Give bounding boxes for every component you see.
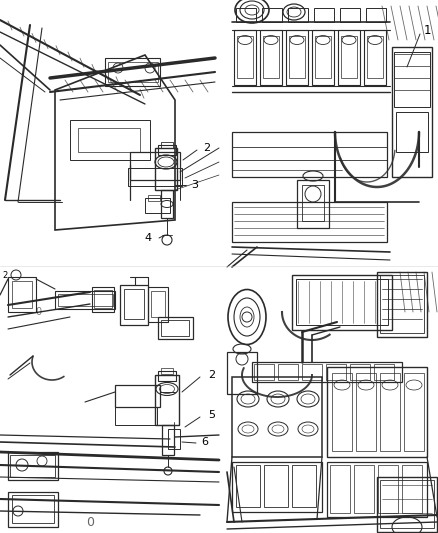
Bar — [392, 47, 432, 177]
Bar — [58, 294, 113, 306]
Bar — [161, 142, 173, 148]
Bar — [262, 8, 282, 22]
Bar — [404, 373, 424, 451]
Bar — [232, 462, 322, 512]
Bar — [315, 36, 331, 78]
Bar — [105, 58, 160, 86]
Bar — [340, 8, 360, 22]
Bar — [236, 8, 256, 22]
Bar — [232, 377, 322, 457]
Bar — [367, 36, 383, 78]
Bar — [297, 180, 329, 228]
Text: 2: 2 — [208, 370, 215, 380]
Bar — [378, 465, 398, 513]
Bar — [148, 287, 168, 322]
Bar — [8, 492, 58, 527]
Bar — [327, 367, 427, 457]
Bar — [161, 190, 173, 218]
Bar — [158, 371, 176, 381]
Bar — [356, 373, 376, 451]
Bar — [296, 279, 388, 325]
Bar — [145, 198, 170, 213]
Bar — [78, 128, 140, 152]
Bar — [312, 30, 334, 85]
Bar — [155, 375, 179, 425]
Bar — [151, 291, 165, 317]
Bar — [10, 455, 55, 477]
Bar — [302, 364, 322, 380]
Bar — [264, 465, 288, 507]
Bar — [161, 368, 173, 374]
Text: 0: 0 — [86, 515, 94, 529]
Bar — [115, 385, 160, 407]
Bar — [327, 462, 427, 517]
Bar — [380, 480, 434, 528]
Text: 2: 2 — [203, 143, 211, 153]
Bar — [288, 8, 308, 22]
Bar — [55, 291, 115, 309]
Bar — [130, 152, 180, 180]
Bar — [292, 465, 316, 507]
Bar — [70, 120, 150, 160]
Bar — [124, 289, 144, 319]
Bar — [380, 373, 400, 451]
Bar — [108, 62, 158, 82]
Bar — [12, 495, 54, 523]
Bar — [158, 317, 193, 339]
Bar — [120, 285, 148, 325]
Bar — [278, 364, 298, 380]
Text: 1: 1 — [424, 23, 431, 36]
Bar — [227, 352, 257, 394]
Bar — [366, 8, 386, 22]
Bar — [260, 30, 282, 85]
Bar — [292, 275, 392, 330]
Bar — [161, 320, 189, 336]
Bar — [302, 185, 324, 221]
Bar — [148, 195, 160, 201]
Bar — [402, 465, 422, 513]
Bar — [350, 364, 370, 380]
Bar — [155, 148, 177, 190]
Bar — [380, 275, 424, 333]
Text: 2: 2 — [2, 271, 7, 279]
Bar — [234, 30, 256, 85]
Bar — [162, 425, 174, 455]
Bar — [354, 465, 374, 513]
Bar — [364, 30, 386, 85]
Bar — [115, 407, 157, 425]
Text: 5: 5 — [208, 410, 215, 420]
Bar — [377, 477, 437, 532]
Bar — [254, 364, 274, 380]
Bar — [128, 168, 182, 186]
Bar — [237, 36, 253, 78]
Bar — [374, 364, 394, 380]
Bar — [338, 30, 360, 85]
Text: 3: 3 — [191, 180, 198, 190]
Text: 6: 6 — [201, 437, 208, 447]
Bar — [8, 277, 36, 312]
Bar — [289, 36, 305, 78]
Bar — [232, 202, 387, 242]
Bar — [263, 36, 279, 78]
Bar — [314, 8, 334, 22]
Bar — [377, 272, 427, 337]
Bar — [168, 429, 180, 449]
Bar — [286, 30, 308, 85]
Bar — [394, 52, 430, 107]
Bar — [232, 132, 387, 177]
Bar — [92, 287, 114, 312]
Bar — [236, 465, 260, 507]
Bar — [252, 362, 402, 382]
Bar — [8, 452, 58, 480]
Bar — [94, 290, 112, 308]
Bar — [332, 373, 352, 451]
Text: 4: 4 — [145, 233, 152, 243]
Bar — [158, 145, 176, 155]
Bar — [341, 36, 357, 78]
Bar — [330, 465, 350, 513]
Bar — [12, 281, 32, 308]
Bar — [326, 364, 346, 380]
Bar — [396, 112, 428, 152]
Text: 0: 0 — [35, 307, 41, 317]
